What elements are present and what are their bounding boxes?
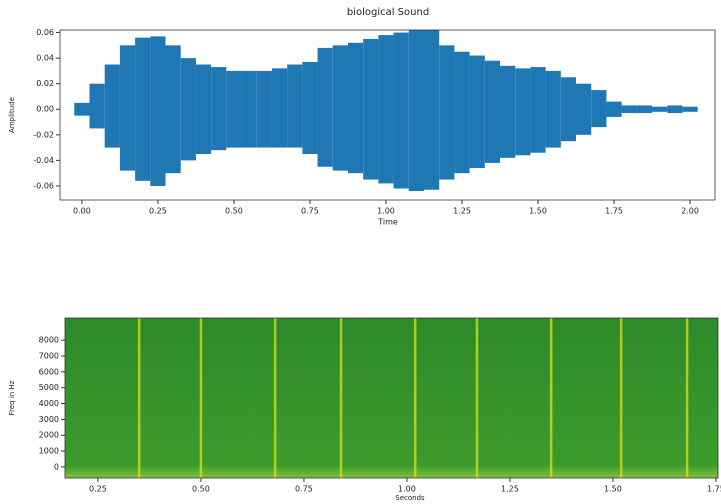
x-tick-label: 1.25 [453,207,471,216]
x-axis-label: Seconds [395,494,425,502]
x-tick-label: 2.00 [681,207,699,216]
y-tick-label: 0.04 [36,54,54,63]
x-tick-label: 1.75 [605,207,623,216]
waveform-segment [591,90,606,127]
x-tick-label: 0.75 [301,207,319,216]
waveform-segment [150,36,165,186]
waveform-segment [181,58,196,160]
waveform-segment [196,65,211,154]
y-tick-label: 0.02 [36,79,54,88]
waveform-segment [637,105,652,113]
waveform-segment [561,77,576,141]
waveform-segment [135,38,150,181]
waveform-segment [606,102,621,117]
y-tick-label: -0.02 [33,130,54,139]
waveform-segment [576,84,591,135]
y-tick-label: 1000 [39,447,59,456]
waveform-segment [287,65,302,148]
waveform-segment [318,48,333,167]
waveform-segment [105,65,120,148]
waveform-segment [530,67,545,153]
waveform-segment [226,71,241,148]
y-tick-label: 0.06 [36,28,54,37]
waveform-segment [333,45,348,170]
waveform-segment [652,107,667,112]
waveform-segment [302,62,317,154]
waveform-segment [394,33,409,189]
waveform-segment [439,45,454,179]
y-tick-label: -0.06 [33,181,54,190]
waveform-segment [363,39,378,180]
waveform-segment [211,67,226,150]
waveform-segment [348,43,363,173]
waveform-segment [272,68,287,147]
y-axis-label: Amplitude [8,97,16,133]
x-tick-label: 0.25 [149,207,167,216]
waveform-segment [622,105,637,113]
y-tick-label: 5000 [39,383,59,392]
x-tick-label: 1.25 [501,485,519,494]
x-tick-label: 1.00 [398,485,416,494]
x-tick-label: 0.25 [89,485,107,494]
y-tick-label: 6000 [39,367,59,376]
y-tick-label: 2000 [39,431,59,440]
waveform-segment [242,71,257,148]
waveform-segment [120,45,135,170]
x-tick-label: 0.00 [73,207,91,216]
waveform-segment [409,30,424,191]
y-tick-label: 0 [54,462,59,471]
waveform-segment [667,105,682,113]
chart-title: biological Sound [347,7,429,18]
waveform-segment [470,56,485,168]
x-tick-label: 1.50 [604,485,622,494]
y-tick-label: 7000 [39,352,59,361]
y-tick-label: 3000 [39,415,59,424]
waveform-segment [89,84,104,129]
waveform-segment [74,103,89,116]
x-tick-label: 0.50 [192,485,210,494]
waveform-segment [454,52,469,173]
x-tick-label: 1.00 [377,207,395,216]
x-tick-label: 0.75 [295,485,313,494]
x-tick-label: 1.75 [707,485,721,494]
waveform-segment [485,61,500,163]
x-tick-label: 1.50 [529,207,547,216]
waveform-segment [682,107,697,112]
waveform-segment [257,71,272,148]
waveform-segment [424,30,439,190]
waveform-segment [500,66,515,158]
figure: biological Sound Time Amplitude Seconds … [0,0,721,504]
waveform-segment [378,35,393,183]
x-tick-label: 0.50 [225,207,243,216]
y-tick-label: 0.00 [36,105,54,114]
y-tick-label: -0.04 [33,156,54,165]
waveform-segment [546,71,561,148]
x-axis-label: Time [377,218,398,227]
y-axis-label: Freq in Hz [8,380,16,415]
y-tick-label: 8000 [39,336,59,345]
waveform-segment [515,68,530,155]
y-tick-label: 4000 [39,399,59,408]
waveform-segment [166,45,181,173]
